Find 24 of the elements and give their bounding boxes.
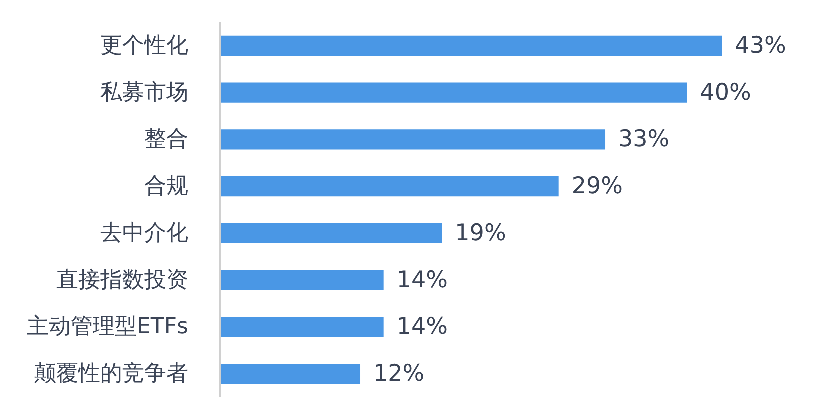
bar <box>220 270 384 290</box>
bar <box>220 82 688 103</box>
y-tick-label: 去中介化 <box>100 220 188 246</box>
data-label: 29% <box>572 174 623 200</box>
bar <box>220 223 442 244</box>
data-label: 14% <box>396 314 448 340</box>
bar <box>220 176 559 197</box>
data-label: 40% <box>700 80 752 106</box>
bar <box>220 317 384 338</box>
data-label: 43% <box>735 32 786 59</box>
y-tick-label: 直接指数投资 <box>56 268 188 293</box>
y-tick-label: 主动管理型ETFs <box>27 314 189 340</box>
bar <box>220 130 606 150</box>
y-tick-label: 更个性化 <box>100 33 188 58</box>
y-tick-label: 颠覆性的竞争者 <box>34 362 188 387</box>
data-label: 19% <box>455 220 506 246</box>
y-tick-label: 合规 <box>144 174 188 200</box>
data-label: 12% <box>374 361 425 388</box>
bar <box>220 36 722 56</box>
y-tick-label: 整合 <box>144 127 188 152</box>
data-label: 33% <box>618 126 670 153</box>
data-label: 14% <box>396 267 448 294</box>
y-tick-label: 私募市场 <box>100 80 188 106</box>
bar <box>220 364 361 384</box>
